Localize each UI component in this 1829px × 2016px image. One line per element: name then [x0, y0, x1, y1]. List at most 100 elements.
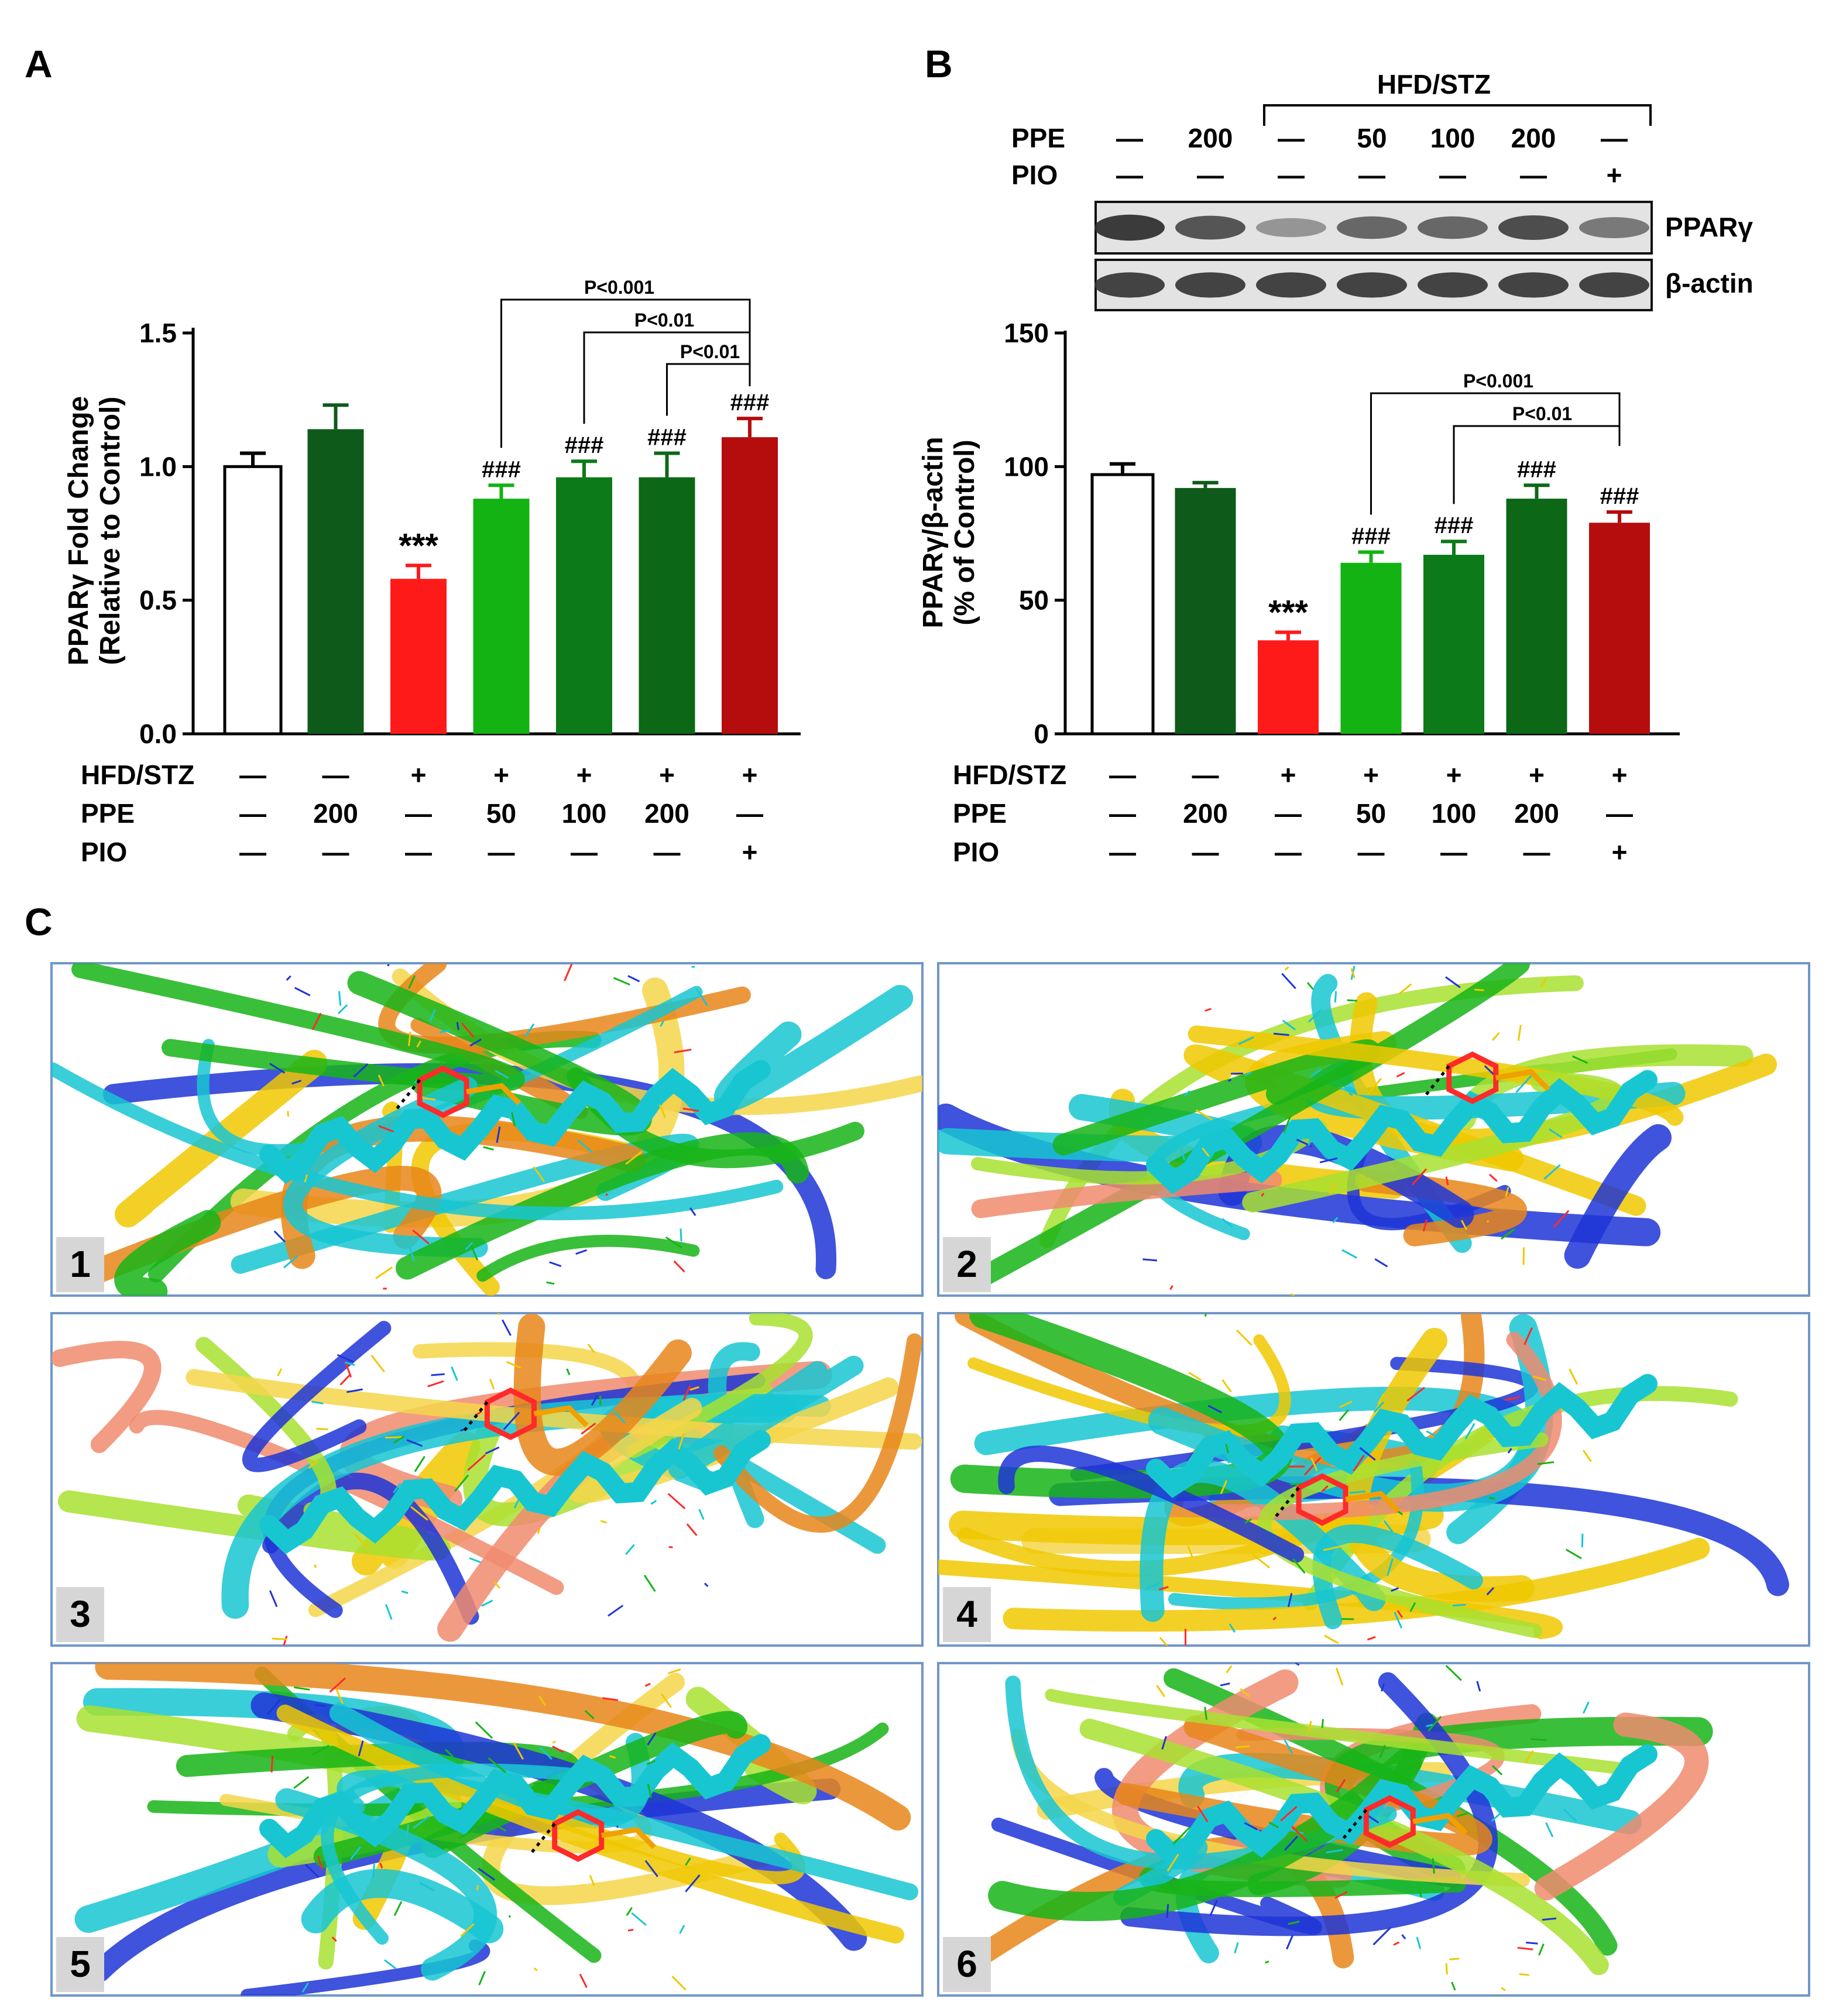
condition-cell: 100 — [1432, 798, 1477, 829]
residue-stick — [459, 1827, 478, 1839]
residue-stick — [1432, 1858, 1435, 1874]
blot-ppe-cell: 200 — [1188, 123, 1233, 153]
residue-stick — [1220, 1682, 1230, 1687]
residue-stick — [456, 1048, 458, 1051]
ligand — [1446, 1051, 1499, 1104]
residue-stick — [431, 1373, 445, 1376]
residue-stick — [1187, 1546, 1193, 1558]
residue-stick — [312, 1744, 330, 1756]
pose-number-badge — [943, 1937, 991, 1992]
y-tick-label: 100 — [1004, 451, 1049, 482]
residue-stick — [546, 1281, 555, 1285]
residue-stick — [1582, 1450, 1592, 1462]
residue-stick — [314, 1564, 317, 1568]
residue-stick — [1488, 1496, 1495, 1500]
condition-cell: 200 — [313, 798, 358, 829]
residue-stick — [401, 1590, 409, 1594]
residue-stick — [564, 963, 573, 981]
pose-number: 1 — [70, 1243, 91, 1285]
significance-label: ### — [1600, 483, 1639, 509]
residue-stick — [375, 1266, 393, 1280]
ligand — [417, 1065, 469, 1118]
residue-stick — [308, 1459, 319, 1469]
protein-ribbon — [1045, 1688, 1638, 1776]
residue-stick — [1526, 1942, 1538, 1945]
condition-cell: 200 — [1183, 798, 1228, 829]
residue-stick — [1501, 1987, 1506, 1991]
residue-stick — [1292, 1558, 1306, 1574]
bar — [639, 477, 695, 734]
significance-label: *** — [1268, 593, 1308, 631]
residue-stick — [385, 1604, 393, 1620]
residue-stick — [689, 1207, 696, 1216]
chart-b-y-ticks: 0 50 100 150 — [1004, 318, 1065, 749]
residue-stick — [1252, 1553, 1271, 1569]
residue-stick — [493, 1581, 500, 1589]
residue-stick — [469, 1557, 481, 1564]
residue-stick — [451, 1366, 458, 1381]
residue-stick — [704, 1582, 709, 1587]
residue-stick — [502, 1319, 512, 1336]
blot-ppe-cell: — — [1278, 123, 1305, 153]
residue-stick — [1563, 1808, 1577, 1822]
comparison-label: P<0.001 — [584, 277, 654, 298]
residue-stick — [1445, 1665, 1462, 1681]
residue-stick — [1537, 1461, 1555, 1465]
residue-stick — [1426, 1430, 1443, 1440]
residue-stick — [539, 1746, 553, 1760]
residue-stick — [1169, 1285, 1173, 1290]
residue-stick — [1488, 1173, 1498, 1182]
condition-cell: + — [1529, 760, 1545, 790]
residue-stick — [1273, 1032, 1289, 1036]
residue-stick — [602, 1697, 618, 1701]
residue-stick — [613, 977, 630, 986]
bar — [722, 437, 778, 734]
residue-stick — [1287, 1593, 1293, 1608]
blot-band — [1256, 272, 1326, 298]
residue-stick — [1339, 1409, 1349, 1421]
condition-cell: — — [571, 837, 598, 867]
hydrogen-bond — [1274, 1486, 1300, 1518]
condition-cell: 200 — [1514, 798, 1559, 829]
residue-stick — [625, 1150, 643, 1165]
residue-stick — [407, 975, 416, 990]
residue-stick — [269, 1063, 286, 1074]
residue-stick — [459, 1923, 475, 1938]
residue-stick — [1350, 968, 1356, 979]
residue-stick — [589, 1875, 595, 1886]
residue-stick — [685, 1874, 701, 1893]
significance-label: ### — [1435, 513, 1474, 538]
residue-stick — [1284, 1836, 1298, 1851]
ligand-tail — [600, 1826, 656, 1849]
condition-cell: — — [405, 837, 432, 867]
significance-label: ### — [1517, 456, 1556, 482]
residue-stick — [1445, 1176, 1449, 1186]
residue-stick — [1207, 1404, 1222, 1414]
y-tick-label: 1.0 — [139, 451, 177, 482]
residue-stick — [1236, 1329, 1252, 1346]
residue-stick — [682, 1385, 691, 1401]
residue-stick — [353, 1063, 369, 1078]
residue-stick — [1172, 1826, 1191, 1845]
condition-cell: — — [654, 837, 681, 867]
residue-stick — [537, 1527, 541, 1534]
residue-stick — [533, 1967, 538, 1972]
residue-stick — [660, 1021, 664, 1027]
blot-row-ppe: PPE — [1011, 123, 1065, 153]
residue-stick — [1244, 1071, 1252, 1077]
condition-cell: — — [322, 837, 349, 867]
protein-ribbon — [1257, 1432, 1549, 1639]
protein-ribbon — [1312, 1524, 1483, 1630]
helix-ribbon — [1146, 1744, 1658, 1869]
y-tick-label: 0 — [1034, 719, 1049, 749]
residue-stick — [469, 1038, 482, 1047]
residue-stick — [338, 1125, 342, 1142]
residue-stick — [469, 1243, 479, 1261]
residue-stick — [490, 1822, 506, 1832]
condition-cell: — — [1109, 760, 1136, 790]
chart-a-row-pio: PIO — [81, 837, 127, 867]
condition-cell: — — [405, 798, 432, 829]
residue-stick — [1553, 1210, 1570, 1228]
residue-stick — [387, 964, 390, 967]
residue-stick — [1308, 1130, 1314, 1146]
